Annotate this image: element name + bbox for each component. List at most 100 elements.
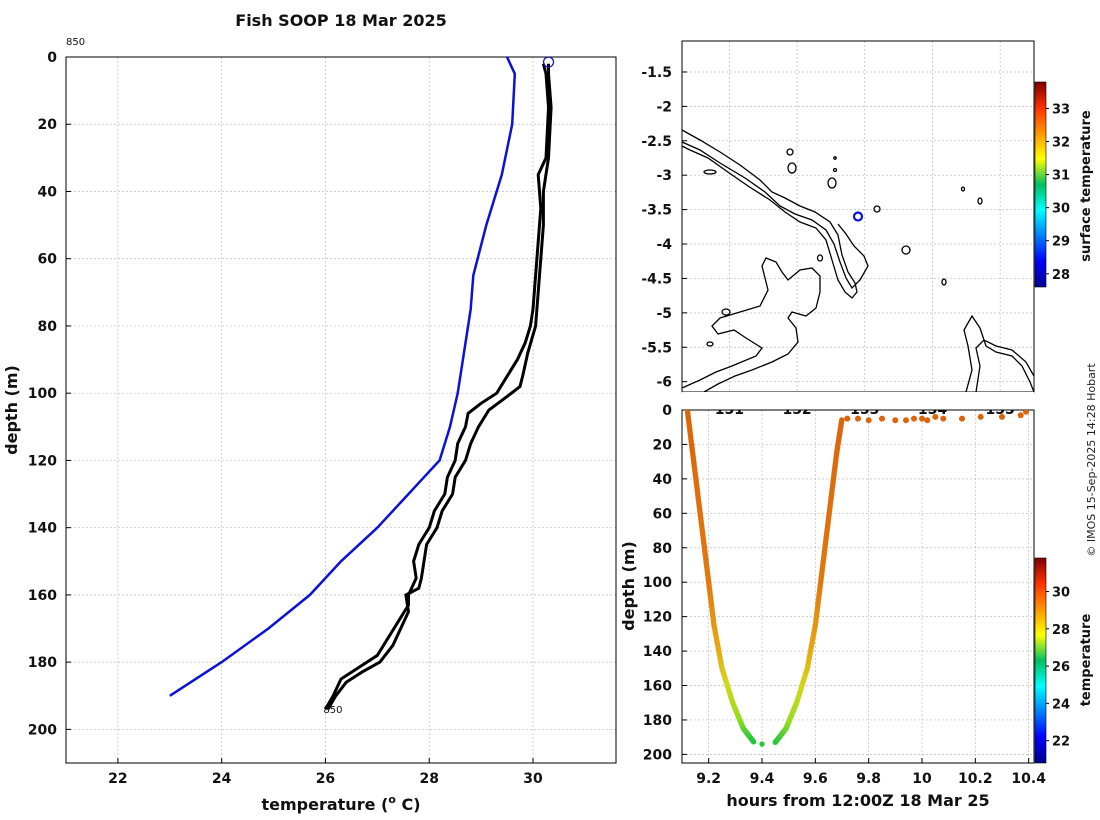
map-ytick-label: -4 (656, 237, 672, 253)
td-ytick-label: 40 (653, 472, 673, 488)
map-colorbar-tick-label: 31 (1052, 169, 1070, 184)
island-4 (832, 167, 838, 173)
time-depth-y-label: depth (m) (619, 541, 638, 631)
map-ytick-label: -2.5 (641, 134, 672, 150)
map-ytick-label: -5.5 (641, 340, 672, 356)
time-depth-points (684, 410, 1029, 747)
up-cast-point (839, 417, 845, 423)
island-10 (703, 169, 717, 175)
map-ytick-label: -6 (656, 375, 672, 391)
temperature-colorbar-tick-label: 30 (1052, 586, 1070, 601)
profile-xtick-label: 22 (108, 771, 127, 787)
surface-point (855, 415, 861, 422)
surface-point (1017, 412, 1024, 419)
surface-point (911, 415, 917, 422)
time-depth-plot: 9.2 9.4 9.6 9.8 10 10.2 10.4 0 20 40 60 80 100 120 140… (619, 392, 1094, 810)
figure-title: Fish SOOP 18 Mar 2025 (235, 11, 446, 30)
island-2 (787, 162, 797, 174)
profile-ytick-label: 200 (28, 722, 57, 738)
time-depth-grid (682, 409, 1034, 763)
surface-point (932, 413, 939, 420)
island-13 (960, 186, 966, 192)
profile-xtick-label: 30 (523, 771, 543, 787)
profile-x-label: temperature (o C) (261, 793, 420, 814)
profile-axes-frame (65, 56, 617, 764)
map-ytick-label: -4.5 (641, 271, 672, 287)
surface-point (977, 413, 984, 420)
island-14 (977, 197, 983, 205)
panel-gap (682, 392, 1034, 410)
surface-point (903, 417, 909, 424)
island-5 (833, 156, 837, 160)
surface-point (879, 415, 885, 422)
map-plot: 151152153154155-1.5-2-2.5-3-3.5-4-4.5-5-… (641, 40, 1094, 418)
map-colorbar-label: surface temperature (1079, 110, 1094, 262)
climatology-line (169, 57, 517, 697)
profile-xtick-label: 24 (212, 771, 232, 787)
temperature-colorbar-tick-label: 22 (1052, 735, 1070, 750)
td-xtick-label: 9.4 (750, 771, 775, 787)
bottom-point (759, 741, 765, 747)
profile-ytick-label: 180 (28, 655, 57, 671)
map-colorbar-ticks: 28 29 30 31 32 33 (1046, 102, 1070, 283)
profile-ytick-label: 60 (38, 252, 58, 268)
profile-up-line (326, 63, 553, 710)
map-ytick-label: -3 (656, 168, 672, 184)
td-ytick-label: 180 (643, 713, 672, 729)
profile-ticks: 22 24 26 28 30 0 20 40 60 80 100 120 140 160 180 200 (28, 50, 543, 787)
td-ytick-label: 80 (653, 541, 673, 557)
profile-plot: 22 24 26 28 30 0 20 40 60 80 100 120 140 160 180 200 85… (2, 37, 617, 814)
island-3 (827, 177, 837, 189)
bougainville-inner (975, 339, 1034, 392)
island-9 (816, 254, 824, 262)
temperature-colorbar-tick-label: 28 (1052, 623, 1070, 638)
td-ytick-label: 100 (643, 575, 672, 591)
td-xtick-label: 9.6 (803, 771, 828, 787)
island-7 (901, 245, 911, 255)
td-ytick-label: 0 (662, 403, 672, 419)
new-ireland-inner (682, 141, 869, 290)
profile-ytick-label: 80 (38, 319, 58, 335)
new-britain-coast (682, 257, 821, 392)
down-cast-point (750, 739, 757, 745)
temperature-colorbar (1034, 557, 1047, 764)
map-colorbar-tick-label: 32 (1052, 136, 1070, 151)
island-6 (873, 205, 881, 213)
map-ticks: 151152153154155-1.5-2-2.5-3-3.5-4-4.5-5-… (641, 65, 1014, 418)
td-ytick-label: 120 (643, 610, 672, 626)
profile-grid (66, 56, 616, 763)
map-ytick-label: -3.5 (641, 203, 672, 219)
surface-point (940, 415, 947, 422)
profile-top-label: 850 (66, 37, 85, 48)
profile-xtick-label: 26 (316, 771, 335, 787)
map-ytick-label: -1.5 (641, 65, 672, 81)
td-xtick-label: 9.8 (856, 771, 881, 787)
surface-point (999, 413, 1005, 420)
profile-ytick-label: 0 (47, 50, 57, 66)
td-xtick-label: 10.2 (958, 771, 993, 787)
time-depth-ticks: 9.2 9.4 9.6 9.8 10 10.2 10.4 0 20 40 60 80 100 120 140… (643, 403, 1046, 787)
coastlines (682, 129, 1034, 392)
map-colorbar (1034, 81, 1047, 288)
profile-y-label: depth (m) (2, 365, 21, 455)
station-marker (852, 211, 864, 222)
td-xtick-label: 10.4 (1011, 771, 1046, 787)
island-8 (941, 278, 947, 286)
profile-ytick-label: 140 (28, 521, 57, 537)
surface-point (844, 415, 851, 422)
surface-point (892, 417, 899, 424)
map-colorbar-tick-label: 29 (1052, 235, 1070, 250)
surface-point (919, 415, 925, 422)
surface-point (924, 417, 931, 424)
temperature-colorbar-ticks: 22 24 26 28 30 (1046, 586, 1070, 750)
time-depth-x-label: hours from 12:00Z 18 Mar 25 (726, 791, 989, 810)
profile-ytick-label: 20 (38, 117, 58, 133)
island-11 (721, 308, 731, 316)
credit-text: © IMOS 15-Sep-2025 14:28 Hobart (1085, 363, 1098, 557)
profile-ytick-label: 120 (28, 453, 57, 469)
profile-ytick-label: 100 (28, 386, 57, 402)
temperature-colorbar-label: temperature (1079, 614, 1094, 707)
island-1 (786, 148, 794, 156)
td-ytick-label: 160 (643, 679, 672, 695)
